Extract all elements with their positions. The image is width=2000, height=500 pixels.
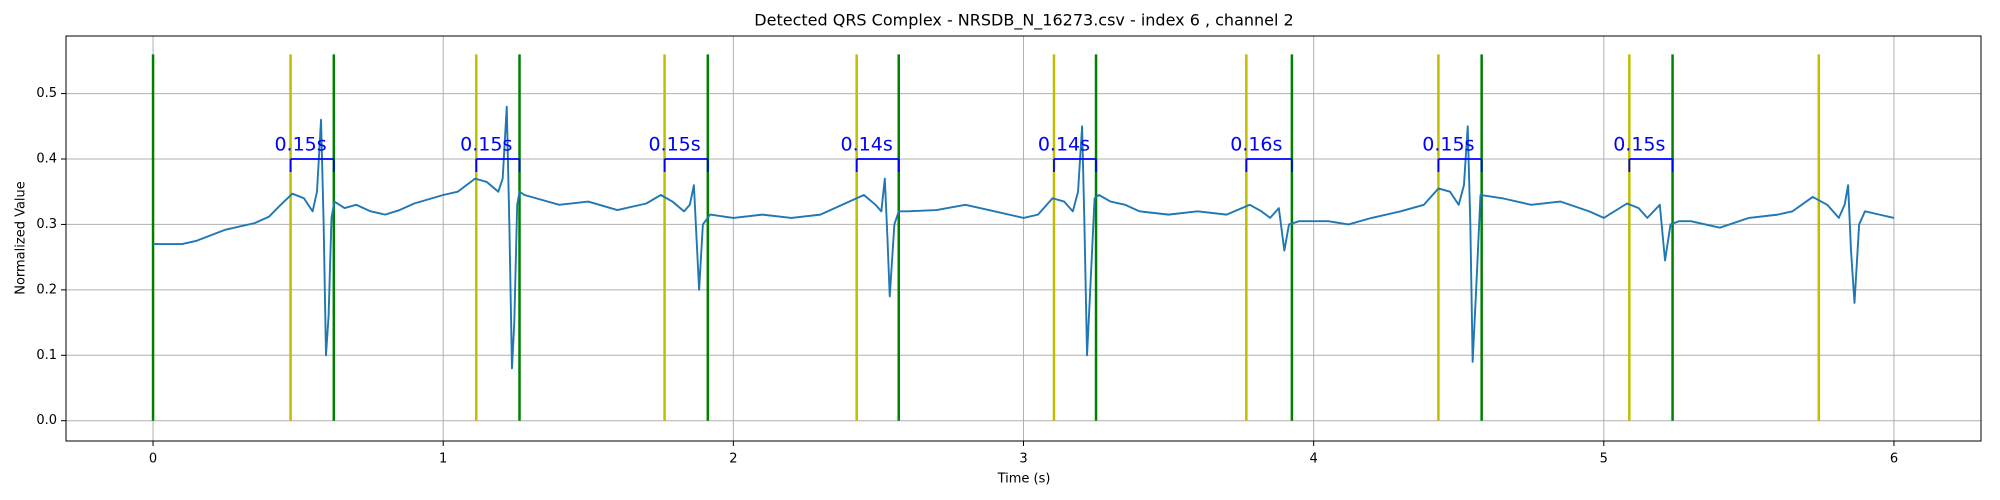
signal-line [153,105,1895,370]
x-tick-label: 2 [729,452,737,467]
y-tick-label: 0.5 [36,86,57,101]
interval-label: 0.15s [1613,134,1665,156]
interval-label: 0.14s [1038,134,1090,156]
interval-label: 0.15s [274,134,326,156]
plot-frame [65,35,1982,442]
x-tick-label: 5 [1600,452,1608,467]
x-tick-label: 0 [149,452,157,467]
y-tick-label: 0.0 [36,413,57,428]
y-axis-label: Normalized Value [14,181,29,295]
x-tick-label: 1 [439,452,447,467]
x-tick-label: 4 [1310,452,1318,467]
y-tick-label: 0.2 [36,282,57,297]
interval-label: 0.15s [1422,134,1474,156]
x-axis-label: Time (s) [997,472,1051,487]
x-tick-label: 3 [1019,452,1027,467]
y-tick-label: 0.1 [36,348,57,363]
y-tick-label: 0.4 [36,152,57,167]
interval-label: 0.16s [1230,134,1282,156]
interval-label: 0.14s [841,134,893,156]
x-tick-label: 6 [1890,452,1898,467]
interval-label: 0.15s [648,134,700,156]
interval-label: 0.15s [460,134,512,156]
y-tick-label: 0.3 [36,217,57,232]
chart-title: Detected QRS Complex - NRSDB_N_16273.csv… [754,11,1293,31]
